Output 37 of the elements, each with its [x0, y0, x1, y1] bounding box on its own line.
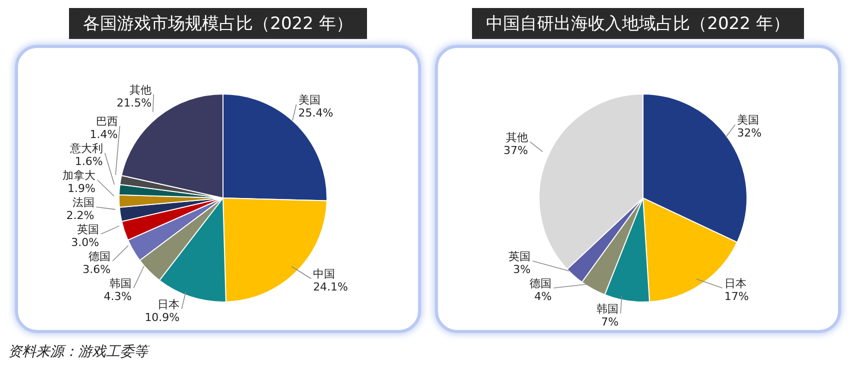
slice-label: 意大利 [68, 142, 103, 155]
data-label: 3.0% [71, 236, 100, 249]
data-label: 3% [513, 263, 531, 276]
data-label: 17% [724, 290, 749, 303]
slice-label: 中国 [313, 268, 336, 281]
data-label: 21.5% [116, 96, 152, 110]
slice-label: 法国 [72, 196, 94, 209]
data-label: 32% [737, 126, 762, 140]
slice-label: 英国 [508, 250, 531, 263]
text: 资料来源：游戏工委等 [8, 343, 151, 361]
slice-label: 德国 [530, 277, 552, 290]
slice-label: 巴西 [96, 115, 118, 128]
slice-label: 加拿大 [62, 169, 96, 182]
slice-label: 日本 [724, 277, 746, 290]
slice-label: 日本 [158, 298, 180, 311]
slice-label: 美国 [298, 94, 320, 106]
data-label: 1.4% [90, 128, 118, 141]
data-label: 24.1% [313, 280, 348, 294]
data-label: 2.2% [66, 209, 94, 222]
data-label: 1.6% [74, 155, 103, 168]
data-label: 7% [601, 315, 619, 328]
data-label: 1.9% [68, 182, 96, 195]
data-label: 25.4% [298, 106, 334, 120]
slice-label: 英国 [77, 223, 100, 236]
data-label: 4% [534, 290, 552, 303]
data-label: 10.9% [144, 310, 180, 324]
slice-label: 韩国 [596, 302, 619, 316]
slice-label: 美国 [737, 114, 760, 127]
chart-title: 中国自研出海收入地域占比（2022 年） [472, 8, 804, 39]
data-label: 37% [504, 144, 528, 157]
slice-label: 韩国 [110, 277, 132, 290]
data-label: 3.6% [82, 263, 111, 276]
slice-label: 其他 [130, 83, 152, 96]
slice-label: 德国 [88, 250, 111, 263]
chart-title: 各国游戏市场规模占比（2022 年） [69, 8, 367, 39]
slice-label: 其他 [506, 130, 528, 144]
data-label: 4.3% [104, 290, 132, 303]
